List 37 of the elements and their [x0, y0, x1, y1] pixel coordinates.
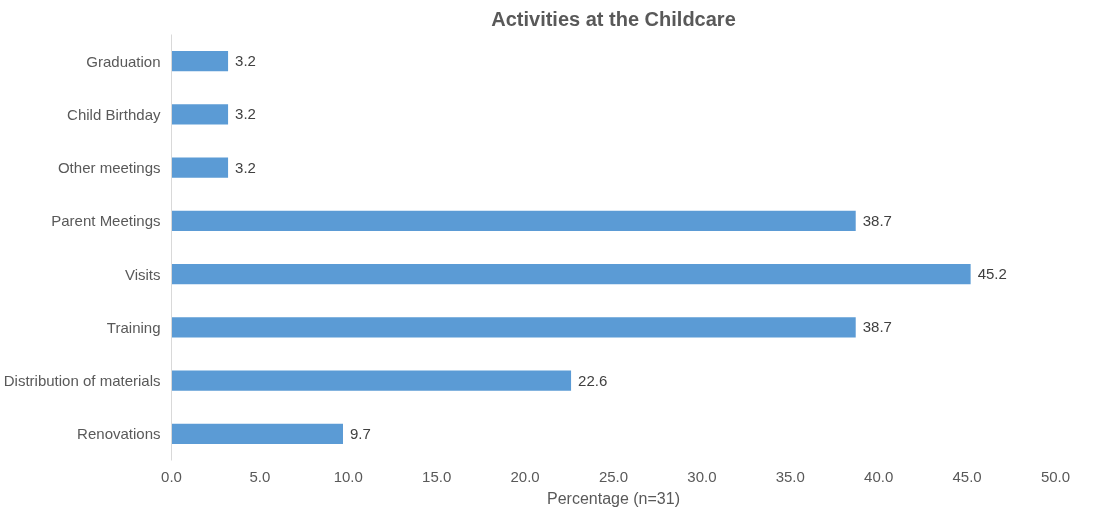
data-label: 3.2: [235, 52, 256, 70]
y-tick-label: Renovations: [77, 425, 161, 443]
bar: [171, 210, 856, 231]
bar: [171, 423, 343, 444]
bar: [171, 370, 572, 391]
x-tick-label: 10.0: [333, 467, 363, 485]
y-tick-label: Visits: [124, 265, 161, 283]
chart-title: Activities at the Childcare: [491, 7, 736, 30]
data-label: 3.2: [235, 105, 256, 123]
y-tick-label: Distribution of materials: [3, 372, 161, 390]
bar: [171, 264, 971, 285]
data-label: 3.2: [235, 158, 256, 176]
data-label: 45.2: [977, 265, 1007, 283]
y-tick-label: Parent Meetings: [51, 212, 161, 230]
x-tick-label: 0.0: [161, 467, 182, 485]
bar: [171, 317, 856, 338]
data-label: 22.6: [578, 371, 608, 389]
y-tick-label: Child Birthday: [67, 105, 161, 123]
bar: [171, 51, 229, 72]
x-tick-label: 20.0: [510, 467, 540, 485]
x-tick-label: 30.0: [687, 467, 717, 485]
x-tick-label: 15.0: [422, 467, 452, 485]
x-tick-label: 25.0: [598, 467, 629, 485]
y-tick-label: Training: [106, 318, 161, 336]
x-axis-title: Percentage (n=31): [547, 489, 680, 507]
x-tick-label: 35.0: [775, 467, 805, 485]
bar: [171, 104, 229, 125]
data-label: 9.7: [350, 424, 371, 442]
bar: [171, 157, 229, 178]
data-label: 38.7: [862, 318, 892, 336]
data-label: 38.7: [862, 211, 892, 229]
x-tick-label: 40.0: [864, 467, 894, 485]
y-tick-label: Graduation: [86, 52, 161, 70]
y-tick-label: Other meetings: [57, 159, 161, 177]
x-tick-label: 50.0: [1040, 467, 1071, 485]
x-tick-label: 45.0: [952, 467, 982, 485]
x-tick-label: 5.0: [249, 467, 271, 485]
